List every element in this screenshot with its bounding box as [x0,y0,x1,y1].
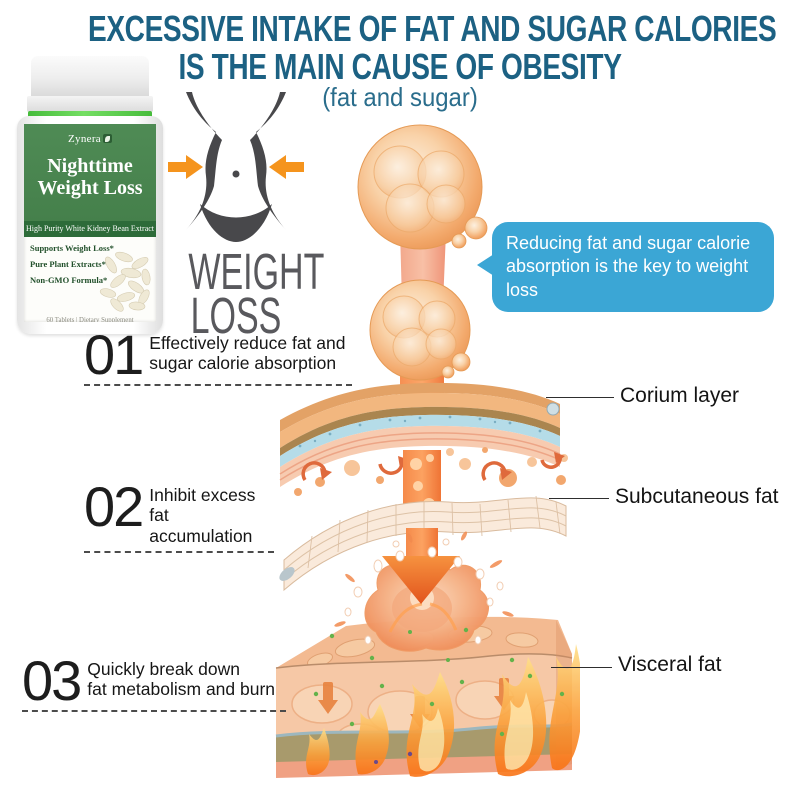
subcutaneous-fat-graphic [279,495,567,592]
bottle-cap-rim [27,96,153,112]
label-bullet: Pure Plant Extracts* [30,259,106,269]
inward-arrow-icons [168,155,304,179]
step-3: 03 Quickly break down fat metabolism and… [22,649,286,713]
leaf-logo-icon [102,134,112,143]
speech-bubble-text: Reducing fat and sugar calorie absorptio… [506,233,751,300]
label-corium-layer: Corium layer [620,384,740,407]
corium-anchor-dot [546,402,560,416]
product-name: Nighttime Weight Loss [37,155,143,200]
bottle-label: Zynera Nighttime Weight Loss High Purity… [24,124,156,322]
leader-line-corium [546,397,614,398]
headline-subtitle: (fat and sugar) [322,82,478,112]
step-3-text: Quickly break down fat metabolism and bu… [87,659,276,700]
label-subcutaneous-fat: Subcutaneous fat [615,485,779,508]
flame-icons [306,644,580,777]
loss-caption: LOSS [190,286,282,344]
enzyme-sprinkles [313,627,565,764]
brand-row: Zynera [24,124,156,145]
burst-droplets [334,531,514,645]
step-1-text: Effectively reduce fat and sugar calorie… [149,333,346,374]
step-2-number: 02 [84,475,144,538]
speech-bubble: Reducing fat and sugar calorie absorptio… [477,222,774,313]
label-visceral-fat: Visceral fat [618,653,722,676]
headline-line2: IS THE MAIN CAUSE OF OBESITY [178,46,622,87]
step-2: 02 Inhibit excess fat accumulation [84,475,274,553]
step-2-text: Inhibit excess fat accumulation [149,485,256,546]
label-green-section: Zynera Nighttime Weight Loss [24,124,156,221]
label-banner: High Purity White Kidney Bean Extract [24,221,156,237]
label-white-section: Supports Weight Loss* Pure Plant Extract… [24,243,156,322]
product-bottle: Zynera Nighttime Weight Loss High Purity… [16,56,164,336]
slim-waist-silhouette-icon [168,92,304,242]
brand-name: Zynera [68,133,101,145]
leader-line-subcutaneous [549,498,609,499]
label-bullet: Supports Weight Loss* [30,243,114,253]
corium-layer-graphic [279,382,561,487]
bottle-cap [31,56,149,98]
step-1-number: 01 [84,323,144,386]
step-1: 01 Effectively reduce fat and sugar calo… [84,323,352,387]
label-bullet: Non-GMO Formula* [30,275,108,285]
fat-cell-small [369,279,471,381]
speech-bubble-tail [477,254,494,276]
step-3-number: 03 [22,649,82,712]
kidney-beans-image [99,251,151,312]
curl-arrow-icons [301,452,565,481]
headline-line1: EXCESSIVE INTAKE OF FAT AND SUGAR CALORI… [88,8,777,49]
fat-cell-large [357,124,488,250]
weight-loss-icon: WEIGHT LOSS [166,92,324,344]
leader-line-visceral [551,667,612,668]
label-footer: 60 Tablets | Dietary Supplement [46,317,134,322]
anatomy-illustration [275,124,580,778]
